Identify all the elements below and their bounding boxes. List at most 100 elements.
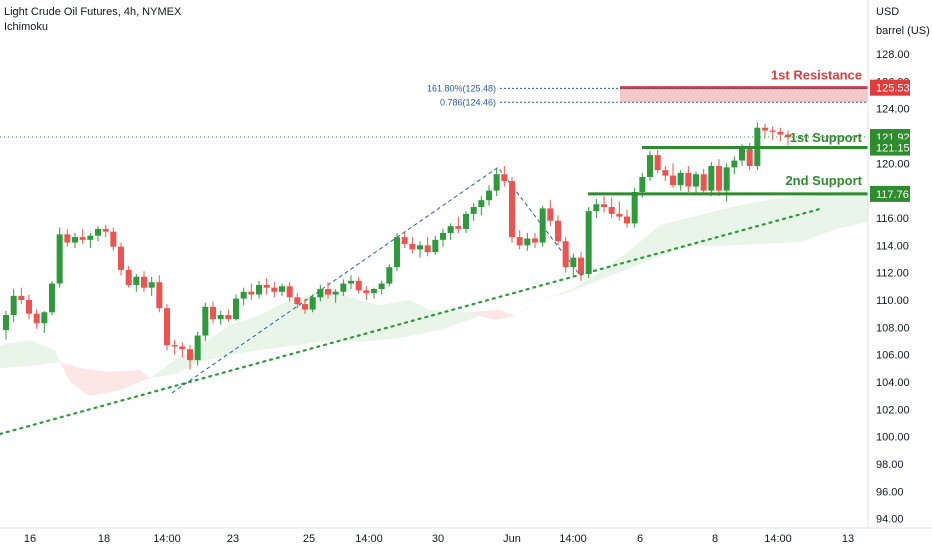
price-tick-label: 98.00 (876, 459, 904, 471)
candle-body (279, 286, 285, 292)
price-tick-label: 102.00 (876, 404, 910, 416)
price-tick-label: 114.00 (876, 240, 909, 252)
price-tick-label: 120.00 (876, 158, 910, 170)
price-tick-label: 104.00 (876, 377, 910, 389)
candle (486, 185, 492, 206)
candle (3, 310, 9, 340)
candle-body (432, 239, 439, 253)
candle (302, 298, 308, 314)
candle-body (716, 166, 722, 191)
candle-body (263, 284, 270, 288)
candle (18, 287, 25, 305)
candle (670, 163, 676, 188)
candle-body (194, 335, 201, 361)
candle (785, 130, 791, 146)
candle-body (654, 155, 661, 171)
candle (95, 226, 101, 242)
candle-body (187, 349, 193, 361)
time-tick-label: 23 (227, 533, 239, 545)
candle (662, 166, 669, 182)
candle-body (593, 204, 600, 212)
candle (424, 237, 431, 257)
symbol-title[interactable]: Light Crude Oil Futures, 4h, NYMEX (4, 6, 182, 18)
time-tick-label: 14:00 (153, 533, 181, 545)
candle (240, 287, 247, 306)
candle (210, 301, 216, 324)
support-2-tag-label: 117.76 (876, 189, 909, 201)
price-axis-currency: USD (876, 6, 899, 18)
candle (371, 287, 377, 299)
candle (271, 282, 278, 298)
support-1-label: 1st Support (790, 130, 863, 145)
candle-body (317, 289, 324, 298)
candle (378, 280, 385, 295)
candle-body (455, 226, 462, 229)
candle (493, 168, 500, 197)
indicator-label[interactable]: Ichimoku (4, 21, 49, 33)
candle-body (125, 269, 132, 285)
candle-body (233, 298, 239, 320)
price-axis-unit: barrel (US) (876, 25, 930, 37)
candle-body (524, 238, 531, 246)
candle-body (624, 216, 630, 224)
candle (570, 253, 577, 276)
candle-body (171, 345, 178, 347)
candle-body (547, 208, 554, 221)
time-tick-label: 25 (303, 533, 315, 545)
candle-body (286, 286, 293, 298)
resistance-zone (620, 87, 868, 103)
candle (179, 342, 186, 358)
candle-body (509, 181, 515, 238)
candle (263, 278, 270, 295)
candle (769, 126, 776, 141)
cloud-bear-region (470, 310, 515, 320)
candle (547, 200, 554, 227)
candle-body (493, 174, 500, 191)
candle-body (148, 282, 155, 288)
candle (716, 159, 722, 197)
candle (133, 274, 140, 292)
candle (700, 168, 707, 195)
candle-body (371, 289, 377, 294)
candle-body (240, 291, 247, 299)
candle-body (225, 315, 232, 320)
candle (501, 166, 508, 187)
candle-body (202, 306, 209, 336)
candle (417, 241, 423, 258)
candle-body (102, 228, 109, 232)
time-tick-label: 14:00 (355, 533, 383, 545)
candle-body (608, 207, 615, 214)
candle (317, 284, 324, 302)
support-1-tag-label: 121.15 (876, 143, 910, 155)
candle-body (516, 237, 523, 246)
resistance-1-tag (870, 79, 910, 96)
time-tick-label: 6 (637, 533, 643, 545)
candle (363, 286, 370, 300)
candle (685, 166, 692, 192)
candle-body (501, 174, 508, 182)
candle-body (309, 297, 316, 310)
cloud-bull-region (515, 188, 868, 316)
price-tick-label: 94.00 (876, 514, 904, 526)
candle-body (570, 257, 577, 268)
candle (156, 275, 163, 313)
candle-body (700, 174, 707, 191)
resistance-1-label: 1st Resistance (771, 68, 862, 83)
candle-body (616, 213, 623, 217)
candle-body (440, 232, 446, 240)
candle (171, 339, 178, 355)
candle (325, 282, 331, 299)
candle (72, 232, 78, 249)
candle-body (10, 295, 17, 316)
candle (279, 283, 285, 296)
candle-body (41, 312, 48, 324)
candle-body (271, 287, 278, 292)
candle (348, 275, 354, 290)
candle (187, 345, 193, 370)
candle-body (3, 315, 9, 331)
ichimoku-cloud (0, 188, 868, 396)
candle (409, 237, 416, 254)
candle (148, 276, 155, 296)
